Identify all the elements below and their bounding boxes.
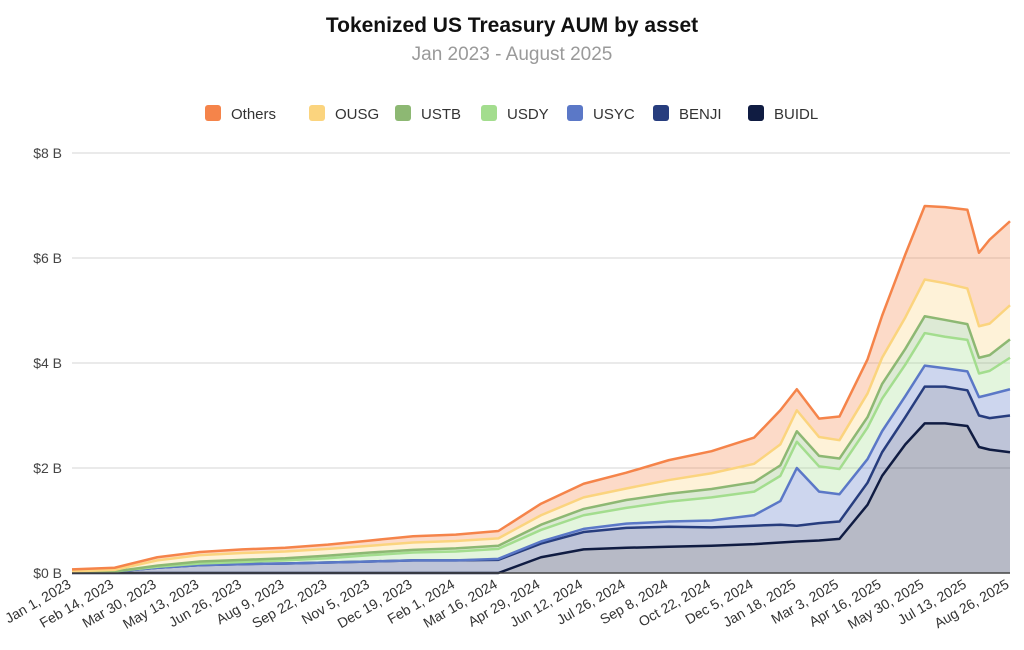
legend-label-others: Others (231, 106, 276, 123)
series-line-usdy (71, 331, 1011, 574)
y-tick-label: $4 B (33, 355, 62, 371)
legend-label-benji: BENJI (679, 106, 722, 123)
legend-swatch-benji (653, 105, 669, 121)
legend-label-ousg: OUSG (335, 106, 379, 123)
legend: Others OUSG USTB USDY USYC BENJI BUIDL (205, 105, 818, 123)
series-line-ustb (71, 315, 1011, 574)
y-tick-label: $0 B (33, 565, 62, 581)
area-others (72, 206, 1010, 572)
chart-title: Tokenized US Treasury AUM by asset (325, 14, 699, 37)
area-usyc (72, 365, 1010, 572)
legend-swatch-others (205, 105, 221, 121)
legend-label-buidl: BUIDL (774, 106, 818, 123)
area-usdy (72, 333, 1010, 572)
y-tick-label: $2 B (33, 460, 62, 476)
series-line-usyc (71, 364, 1011, 574)
legend-label-usdy: USDY (507, 106, 549, 123)
area-benji (72, 386, 1010, 573)
legend-swatch-ousg (309, 105, 325, 121)
legend-label-ustb: USTB (421, 106, 461, 123)
area-ustb (72, 316, 1010, 572)
legend-swatch-usyc (567, 105, 583, 121)
y-tick-label: $8 B (33, 145, 62, 161)
legend-swatch-buidl (748, 105, 764, 121)
y-tick-label: $6 B (33, 250, 62, 266)
chart-subtitle: Jan 2023 - August 2025 (411, 44, 613, 65)
series-line-others (71, 204, 1011, 571)
legend-swatch-usdy (481, 105, 497, 121)
legend-label-usyc: USYC (593, 106, 635, 123)
legend-swatch-ustb (395, 105, 411, 121)
series-line-ousg (71, 278, 1011, 573)
area-buidl (72, 423, 1010, 573)
grid (72, 152, 1010, 469)
stacked-areas (72, 206, 1010, 573)
area-ousg (72, 279, 1010, 572)
